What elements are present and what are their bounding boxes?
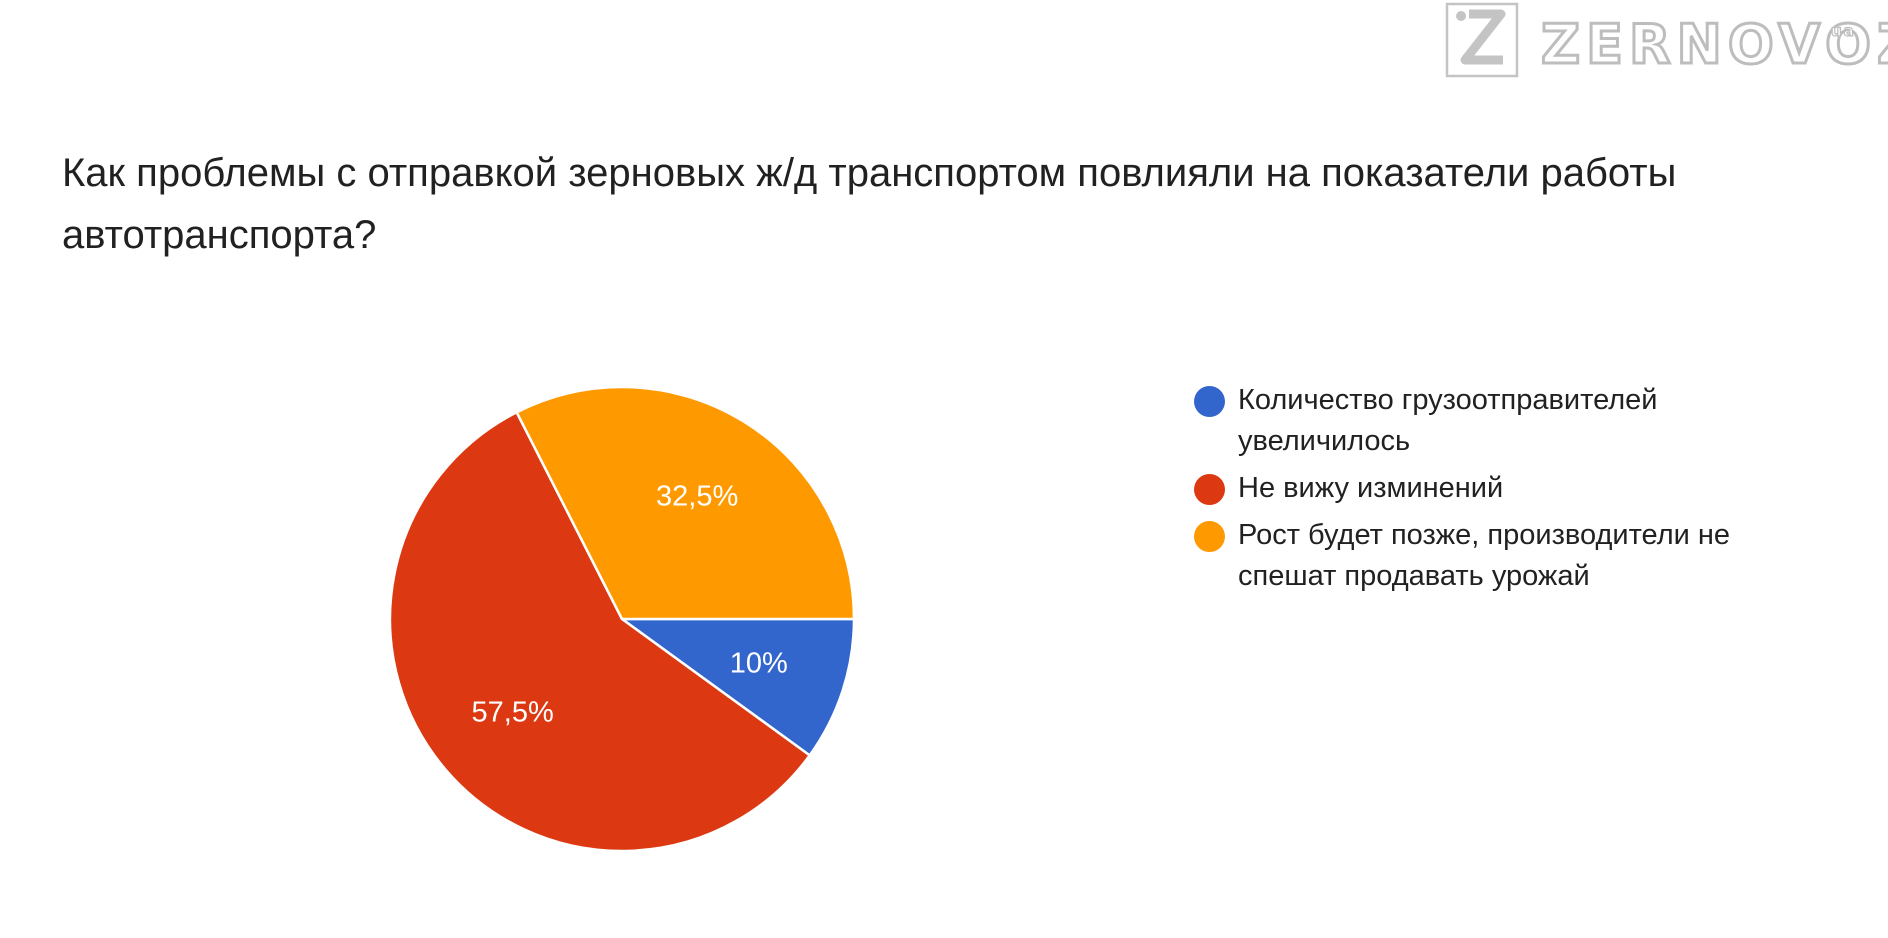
- legend-item-3: Рост будет позже, производители не спеша…: [1192, 515, 1832, 597]
- pie-slice-1: [620, 617, 856, 757]
- pie-slice-2: [388, 411, 811, 853]
- zernovoz-logo: ZERNOVOZ ua: [1445, 2, 1888, 82]
- legend-label: Количество грузоотправителей увеличилось: [1238, 384, 1658, 457]
- pie-slice-label-2: 57,5%: [472, 696, 554, 728]
- legend-label: Рост будет позже, производители не спеша…: [1238, 519, 1731, 592]
- pie-data-labels: 10% 57,5% 32,5%: [472, 480, 788, 728]
- legend-swatch: [1194, 474, 1225, 505]
- legend-item-2: Не вижу изминений: [1192, 468, 1832, 509]
- legend-label: Не вижу изминений: [1238, 472, 1504, 504]
- logo-wordmark: ZERNOVOZ: [1539, 12, 1888, 78]
- pie-slice-label-1: 10%: [730, 647, 788, 679]
- pie-slice-label-3: 32,5%: [656, 480, 738, 512]
- zernovoz-z-icon: [1445, 2, 1519, 78]
- logo-suffix: ua: [1830, 21, 1856, 40]
- chart-title: Как проблемы с отправкой зерновых ж/д тр…: [62, 151, 1677, 257]
- legend-swatch: [1194, 386, 1225, 417]
- pie-slices: [388, 385, 856, 853]
- legend-swatch: [1194, 521, 1225, 552]
- legend-item-1: Количество грузоотправителей увеличилось: [1192, 380, 1832, 462]
- chart-legend: Количество грузоотправителей увеличилось…: [1192, 380, 1832, 603]
- pie-slice-3: [515, 385, 856, 621]
